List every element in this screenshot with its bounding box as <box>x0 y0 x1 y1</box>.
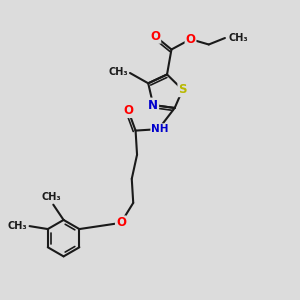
Text: CH₃: CH₃ <box>41 192 61 202</box>
Text: O: O <box>123 104 133 117</box>
Text: CH₃: CH₃ <box>7 221 27 231</box>
Text: CH₃: CH₃ <box>229 33 248 43</box>
Text: O: O <box>185 33 196 46</box>
Text: O: O <box>150 30 160 43</box>
Text: CH₃: CH₃ <box>109 67 128 76</box>
Text: S: S <box>178 83 187 96</box>
Text: N: N <box>148 98 158 112</box>
Text: NH: NH <box>151 124 169 134</box>
Text: O: O <box>116 216 126 230</box>
